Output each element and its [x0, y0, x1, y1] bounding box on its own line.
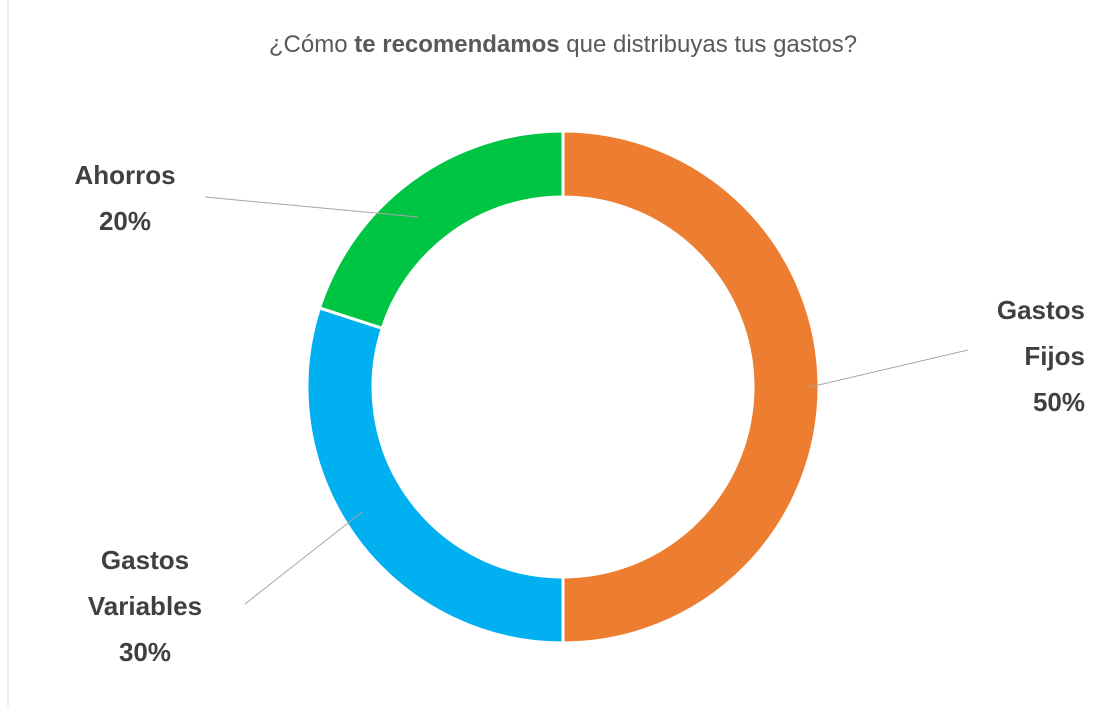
data-label: Ahorros 20% — [45, 152, 205, 244]
category-label: Gastos Variables — [87, 545, 203, 621]
leader-line — [809, 349, 969, 388]
category-label: Gastos Fijos — [996, 295, 1085, 371]
data-label: Gastos Fijos 50% — [945, 287, 1085, 425]
slice — [561, 129, 821, 645]
title-part: ¿Cómo — [269, 31, 354, 58]
value-label: 20% — [98, 206, 152, 236]
slice — [317, 129, 565, 331]
slices — [305, 129, 821, 645]
category-label: Ahorros — [74, 160, 176, 190]
title-part: que distribuyas tus gastos? — [560, 31, 858, 58]
value-label: 30% — [118, 637, 172, 667]
data-label: Gastos Variables 30% — [70, 537, 220, 675]
title-part: te recomendamos — [354, 31, 559, 58]
leader-line — [204, 196, 419, 218]
slice — [305, 306, 565, 645]
chart-title: ¿Cómo te recomendamos que distribuyas tu… — [269, 31, 857, 58]
value-label: 50% — [1032, 387, 1085, 417]
leader-line — [244, 511, 363, 605]
